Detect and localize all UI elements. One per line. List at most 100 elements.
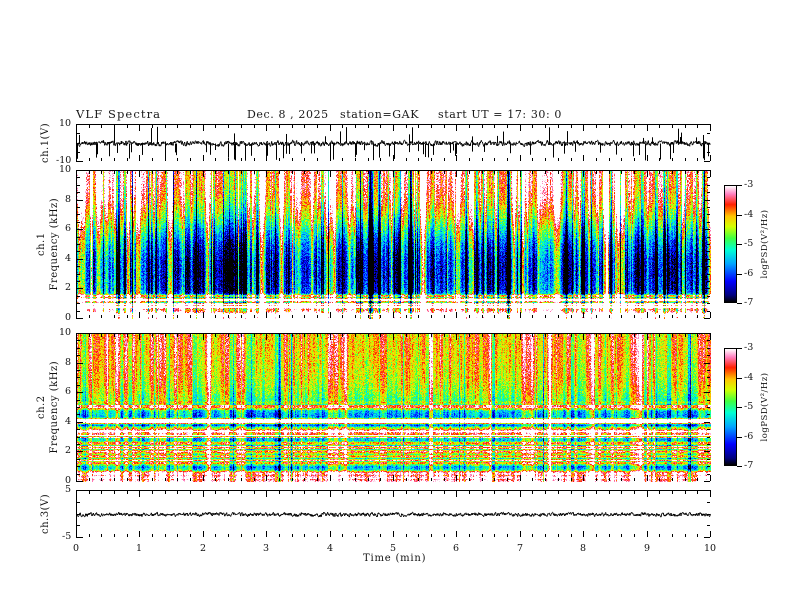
ch2-spectrogram-y-minor-tick — [707, 444, 710, 445]
x-minor-tick — [190, 478, 191, 481]
x-minor-tick — [507, 171, 508, 174]
x-minor-tick — [469, 534, 470, 537]
x-minor-tick — [406, 334, 407, 337]
x-major-tick — [76, 475, 77, 481]
x-minor-tick — [342, 125, 343, 128]
x-major-tick — [456, 531, 457, 537]
x-minor-tick — [101, 534, 102, 537]
x-minor-tick — [380, 478, 381, 481]
x-minor-tick — [431, 534, 432, 537]
x-minor-tick — [609, 334, 610, 337]
x-minor-tick — [494, 534, 495, 537]
x-major-tick — [266, 475, 267, 481]
x-minor-tick — [672, 125, 673, 128]
x-minor-tick — [659, 334, 660, 337]
x-major-tick — [203, 312, 204, 318]
x-minor-tick — [368, 334, 369, 337]
colorbar-tick — [737, 378, 742, 379]
ch1-waveform-y-minor-tick — [707, 143, 710, 144]
ch2-spectrogram-y-tick-label: 10 — [59, 327, 72, 338]
x-major-tick — [330, 491, 331, 497]
x-minor-tick — [190, 491, 191, 494]
x-major-tick — [266, 171, 267, 177]
x-major-tick — [203, 334, 204, 340]
ch1-spectrogram-y-tick-label: 4 — [65, 253, 72, 264]
x-minor-tick — [114, 158, 115, 161]
ch1-spectrogram-y-minor-tick — [77, 222, 80, 223]
x-minor-tick — [241, 315, 242, 318]
x-axis-title: Time (min) — [363, 553, 427, 564]
ch1-spectrogram-y-minor-tick — [707, 259, 710, 260]
x-minor-tick — [634, 315, 635, 318]
x-minor-tick — [101, 171, 102, 174]
x-minor-tick — [215, 171, 216, 174]
x-minor-tick — [685, 478, 686, 481]
x-major-tick — [76, 334, 77, 340]
x-major-tick — [76, 531, 77, 537]
x-minor-tick — [685, 171, 686, 174]
ch2-spectrogram-y-minor-tick — [707, 459, 710, 460]
ch1-spectrogram-y-minor-tick — [77, 177, 80, 178]
x-minor-tick — [609, 534, 610, 537]
x-major-tick — [266, 531, 267, 537]
x-minor-tick — [558, 158, 559, 161]
x-minor-tick — [342, 158, 343, 161]
x-minor-tick — [152, 334, 153, 337]
ch1-spectrogram-y-minor-tick — [707, 266, 710, 267]
ch2-spectrogram-y-minor-tick — [77, 414, 80, 415]
x-minor-tick — [380, 125, 381, 128]
x-minor-tick — [545, 334, 546, 337]
x-minor-tick — [507, 334, 508, 337]
x-minor-tick — [659, 315, 660, 318]
x-minor-tick — [190, 158, 191, 161]
x-minor-tick — [406, 315, 407, 318]
x-major-tick — [583, 155, 584, 161]
x-minor-tick — [89, 171, 90, 174]
x-minor-tick — [177, 334, 178, 337]
ch1-spectrogram-y-minor-tick — [77, 288, 80, 289]
ch2-spectrogram-y-minor-tick — [77, 385, 80, 386]
x-major-tick — [203, 491, 204, 497]
x-minor-tick — [292, 125, 293, 128]
x-minor-tick — [317, 315, 318, 318]
x-tick-label: 5 — [390, 543, 397, 554]
ch2-spectrogram-y-minor-tick — [77, 474, 80, 475]
x-major-tick — [266, 155, 267, 161]
ch1-spectrogram-y-minor-tick — [707, 214, 710, 215]
x-minor-tick — [444, 534, 445, 537]
x-minor-tick — [127, 315, 128, 318]
ch2-spectrogram-y-minor-tick — [77, 481, 80, 482]
x-major-tick — [139, 334, 140, 340]
x-major-tick — [647, 475, 648, 481]
ch3-waveform-y-major-tick — [77, 537, 83, 538]
x-minor-tick — [406, 491, 407, 494]
x-minor-tick — [114, 478, 115, 481]
x-tick-label: 1 — [136, 543, 143, 554]
ch1-spectrogram-y-tick-label: 8 — [65, 194, 72, 205]
x-tick-label: 3 — [263, 543, 270, 554]
x-minor-tick — [317, 158, 318, 161]
x-minor-tick — [241, 125, 242, 128]
x-minor-tick — [127, 171, 128, 174]
x-major-tick — [330, 171, 331, 177]
x-major-tick — [520, 475, 521, 481]
ch2-spectrogram-y-tick-label: 6 — [65, 386, 72, 397]
colorbar-tick — [737, 407, 742, 408]
x-minor-tick — [494, 478, 495, 481]
x-minor-tick — [241, 491, 242, 494]
x-minor-tick — [279, 125, 280, 128]
ch2-spectrogram-y-minor-tick — [707, 437, 710, 438]
x-minor-tick — [571, 534, 572, 537]
ch1-spectrogram-y-minor-tick — [707, 281, 710, 282]
x-tick-label: 6 — [453, 543, 460, 554]
ch2-spectrogram-y-tick-label: 2 — [65, 445, 72, 456]
x-minor-tick — [228, 171, 229, 174]
x-minor-tick — [621, 478, 622, 481]
x-major-tick — [647, 125, 648, 131]
x-minor-tick — [697, 125, 698, 128]
ch2-spectrogram-y-minor-tick — [707, 451, 710, 452]
x-minor-tick — [659, 125, 660, 128]
x-major-tick — [393, 491, 394, 497]
x-minor-tick — [609, 125, 610, 128]
x-minor-tick — [634, 491, 635, 494]
